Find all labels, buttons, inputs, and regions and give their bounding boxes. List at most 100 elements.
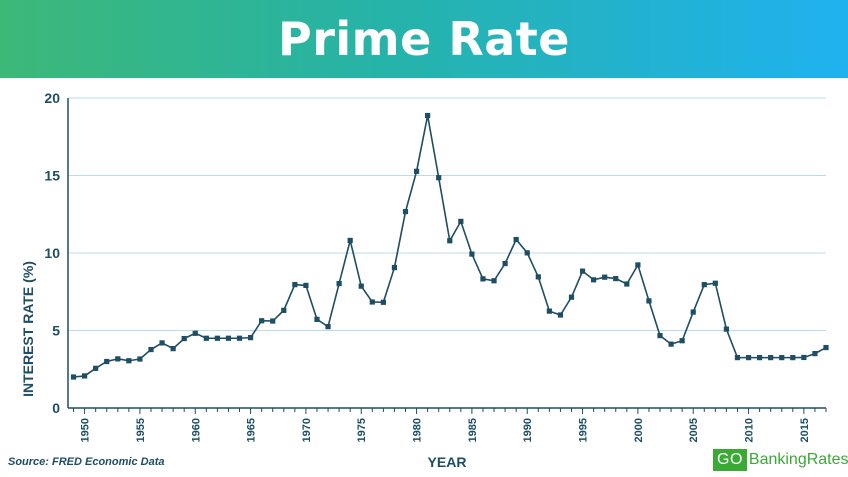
data-point [436,175,442,181]
source-note: Source: FRED Economic Data [8,456,165,468]
data-point [259,318,265,324]
data-point [447,238,453,244]
data-point [801,354,807,361]
data-point [723,326,730,332]
x-axis-title: YEAR [428,454,467,470]
brand-logo-prefix: GO [713,449,747,471]
brand-logo: GO BankingRates [713,449,848,471]
data-point [469,251,475,257]
y-tick-label: 0 [52,400,60,416]
data-point [602,274,608,280]
data-point [591,277,597,283]
data-point [281,307,287,313]
data-point [70,374,77,380]
data-point [170,346,176,352]
data-point [613,275,619,282]
data-point [579,268,586,274]
chart-title: Prime Rate [278,12,570,66]
x-tick-label: 1995 [578,418,590,442]
data-point [646,298,652,304]
data-point [292,282,298,288]
data-point [679,338,685,344]
data-point [779,355,785,361]
data-point [336,280,342,287]
data-point [768,355,774,361]
data-point [513,236,519,243]
x-tick-label: 1975 [356,418,368,442]
y-tick-label: 10 [44,245,60,261]
data-point [668,341,674,347]
x-tick-label: 1950 [80,418,92,442]
data-point [137,356,143,362]
data-point [247,335,254,341]
x-tick-label: 1970 [301,418,313,442]
y-axis-title: INTEREST RATE (%) [20,261,36,397]
data-point [148,346,154,353]
data-point [303,282,309,288]
data-point [93,365,99,371]
x-tick-label: 1965 [246,418,258,442]
data-point [657,333,663,339]
data-point [358,283,364,289]
data-point [380,299,386,305]
data-point [402,209,409,215]
data-point [524,250,530,256]
axes [67,98,827,414]
x-tick-label: 2005 [688,418,700,442]
data-point [236,335,243,341]
data-point [369,299,375,305]
data-point [270,318,276,324]
data-point [347,237,353,244]
data-point [491,278,497,284]
data-point [546,308,552,314]
data-point [712,280,718,286]
data-point [104,358,110,365]
data-point [203,335,209,341]
data-point [413,168,420,174]
data-point [701,282,707,288]
data-point [790,355,796,361]
data-point [690,309,696,315]
data-point [502,260,508,267]
y-tick-label: 20 [44,90,60,106]
data-point [823,344,829,351]
data-point [568,294,575,300]
data-point [535,274,541,280]
data-point [115,356,121,362]
data-point [425,112,431,119]
x-tick-labels: 1950 1955 1960 1965 1970 1975 1980 1985 1990 1995… [80,418,811,442]
data-points [70,112,829,380]
x-tick-label: 2010 [744,418,756,442]
x-tick-label: 2015 [799,418,811,442]
data-point [126,358,132,364]
data-point [391,264,398,271]
data-point [314,316,320,322]
data-point [225,335,232,341]
data-point [757,355,763,361]
data-point [480,276,486,282]
data-point [734,355,741,361]
x-tick-label: 1980 [412,418,424,442]
data-point [325,324,331,330]
x-tick-label: 1990 [522,418,534,442]
data-point [458,218,464,224]
x-tick-label: 1955 [135,418,147,442]
title-banner: Prime Rate [0,0,848,78]
data-point [635,262,641,268]
x-tick-label: 2000 [633,418,645,442]
data-point [181,335,187,342]
y-tick-label: 5 [52,323,60,339]
data-point [214,335,220,341]
data-point [82,373,88,379]
y-tick-label: 15 [44,168,60,184]
x-tick-label: 1960 [190,418,202,442]
data-point [812,351,818,357]
gridlines [68,97,826,331]
data-point [745,355,752,361]
x-tick-label: 1985 [467,418,479,442]
y-tick-labels: 0 5 10 15 20 [44,90,60,416]
data-point [624,281,630,287]
line-chart: 0 5 10 15 20 1950 1955 1960 1965 1970 1975 1980 198… [20,90,829,470]
data-point [557,312,564,318]
data-point [192,330,198,336]
